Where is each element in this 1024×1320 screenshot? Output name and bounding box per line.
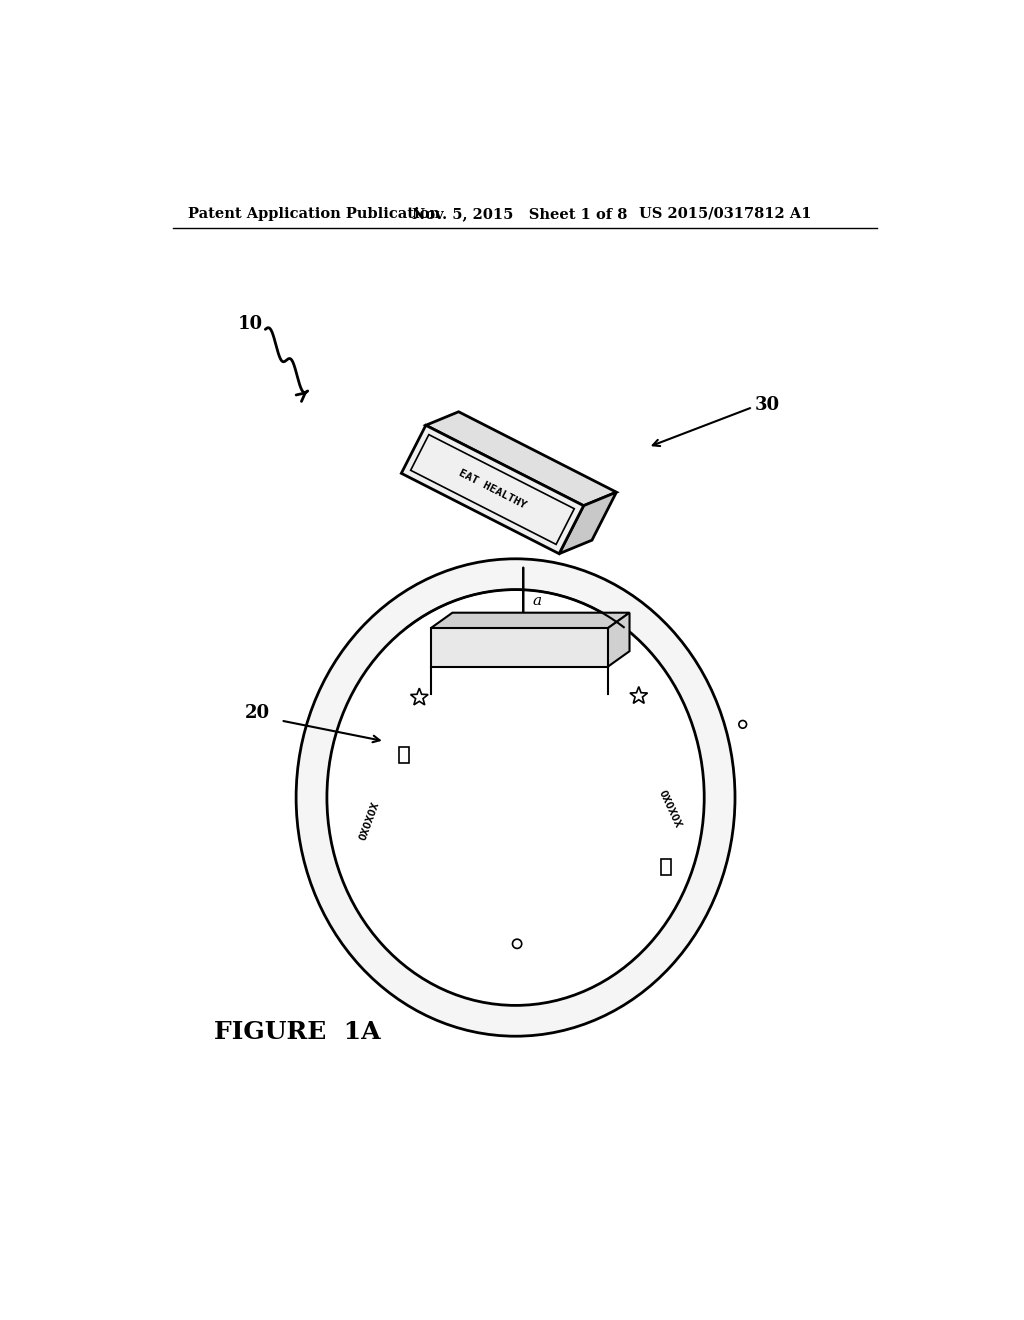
Polygon shape xyxy=(401,425,584,553)
Polygon shape xyxy=(431,612,630,628)
Text: 20: 20 xyxy=(245,704,270,722)
Polygon shape xyxy=(630,686,647,704)
Text: 10: 10 xyxy=(238,315,262,333)
Text: 30: 30 xyxy=(755,396,779,413)
Polygon shape xyxy=(411,688,428,705)
Text: Patent Application Publication: Patent Application Publication xyxy=(188,207,440,220)
Ellipse shape xyxy=(327,590,705,1006)
Text: a: a xyxy=(532,594,542,609)
Text: EAT HEALTHY: EAT HEALTHY xyxy=(457,469,527,511)
Bar xyxy=(399,747,409,763)
Ellipse shape xyxy=(296,558,735,1036)
Text: OXOXOX: OXOXOX xyxy=(656,788,683,829)
Polygon shape xyxy=(431,628,608,667)
Text: Nov. 5, 2015   Sheet 1 of 8: Nov. 5, 2015 Sheet 1 of 8 xyxy=(412,207,627,220)
Polygon shape xyxy=(411,434,574,544)
Text: US 2015/0317812 A1: US 2015/0317812 A1 xyxy=(639,207,811,220)
Text: OXOXOX: OXOXOX xyxy=(357,800,381,841)
Text: FIGURE  1A: FIGURE 1A xyxy=(214,1020,380,1044)
Polygon shape xyxy=(559,492,616,553)
Bar xyxy=(660,859,671,875)
Polygon shape xyxy=(426,412,616,506)
Polygon shape xyxy=(608,612,630,667)
